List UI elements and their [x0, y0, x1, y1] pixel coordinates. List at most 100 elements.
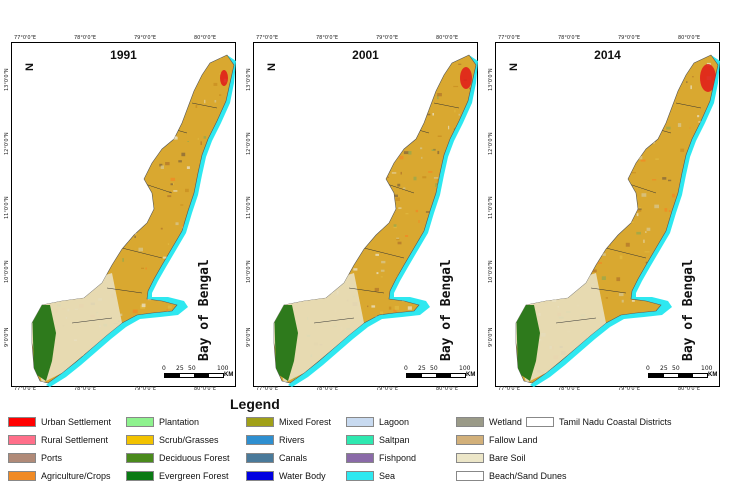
longitude-tick: 78°0'0"E [74, 386, 97, 392]
north-arrow-icon: N [508, 63, 520, 71]
legend-item: Evergreen Forest [126, 470, 229, 482]
bay-of-bengal-label: Bay of Bengal [197, 259, 212, 361]
legend-label: Fishpond [379, 453, 417, 463]
scale-label: 50 [430, 365, 438, 372]
bottom-longitude-ticks: 77°0'0"E 78°0'0"E 79°0'0"E 80°0'0"E [496, 386, 719, 394]
latitude-ticks: 13°0'0"N 12°0'0"N 11°0'0"N 10°0'0"N 9°0'0"N [4, 43, 12, 386]
legend-label: Urban Settlement [41, 417, 112, 427]
longitude-tick: 79°0'0"E [134, 386, 157, 392]
scale-label: 50 [188, 365, 196, 372]
legend-swatch [346, 471, 374, 481]
longitude-tick: 77°0'0"E [256, 35, 279, 41]
legend-title: Legend [230, 396, 280, 412]
longitude-tick: 80°0'0"E [194, 386, 217, 392]
legend-item: Rivers [246, 434, 305, 446]
legend-item: Rural Settlement [8, 434, 108, 446]
legend-swatch [8, 417, 36, 427]
longitude-tick: 78°0'0"E [558, 386, 581, 392]
legend-label: Ports [41, 453, 63, 463]
map-panel-1991: 1991 N 77°0'0"E 78°0'0"E 79°0'0"E 80°0'0"E 77°… [4, 35, 236, 392]
legend-swatch [456, 453, 484, 463]
latitude-tick: 12°0'0"N [4, 132, 10, 155]
longitude-tick: 80°0'0"E [436, 35, 459, 41]
latitude-tick: 13°0'0"N [246, 68, 252, 91]
legend-item: Deciduous Forest [126, 452, 230, 464]
legend-label: Rural Settlement [41, 435, 109, 445]
longitude-tick: 78°0'0"E [74, 35, 97, 41]
legend-swatch [346, 435, 374, 445]
scale-label: 25 [418, 365, 426, 372]
bay-of-bengal-label: Bay of Bengal [681, 259, 696, 361]
scale-label: 100 [459, 365, 471, 372]
legend-swatch [246, 453, 274, 463]
latitude-tick: 10°0'0"N [488, 260, 494, 283]
legend-label: Beach/Sand Dunes [489, 471, 567, 481]
latitude-ticks: 13°0'0"N 12°0'0"N 11°0'0"N 10°0'0"N 9°0'0"N [246, 43, 254, 386]
longitude-tick: 78°0'0"E [316, 386, 339, 392]
legend-label: Rivers [279, 435, 305, 445]
scale-bar: 0 25 50 100 KM [646, 365, 718, 385]
north-arrow-icon: N [24, 63, 36, 71]
legend-item: Plantation [126, 416, 199, 428]
scale-label: 0 [162, 365, 166, 372]
scale-label: 25 [176, 365, 184, 372]
scale-label: 0 [404, 365, 408, 372]
latitude-tick: 9°0'0"N [4, 327, 10, 347]
longitude-tick: 79°0'0"E [376, 386, 399, 392]
map-panel-2014: 2014 N 77°0'0"E 78°0'0"E 79°0'0"E 80°0'0"E 77°… [488, 35, 720, 392]
map-panel-2001: 2001 N 77°0'0"E 78°0'0"E 79°0'0"E 80°0'0"E 77°… [246, 35, 478, 392]
latitude-tick: 10°0'0"N [246, 260, 252, 283]
scale-bar: 0 25 50 100 KM [162, 365, 234, 385]
legend-item: Sea [346, 470, 395, 482]
legend-item: Fishpond [346, 452, 416, 464]
legend-item: Urban Settlement [8, 416, 111, 428]
latitude-tick: 10°0'0"N [4, 260, 10, 283]
legend-item: Tamil Nadu Coastal Districts [526, 416, 672, 428]
latitude-ticks: 13°0'0"N 12°0'0"N 11°0'0"N 10°0'0"N 9°0'0"N [488, 43, 496, 386]
legend-swatch [8, 435, 36, 445]
longitude-tick: 80°0'0"E [678, 35, 701, 41]
scale-label: 100 [701, 365, 713, 372]
latitude-tick: 11°0'0"N [246, 196, 252, 219]
legend-item: Bare Soil [456, 452, 526, 464]
legend-swatch [8, 453, 36, 463]
legend-label: Lagoon [379, 417, 410, 427]
legend-label: Bare Soil [489, 453, 526, 463]
longitude-tick: 80°0'0"E [436, 386, 459, 392]
longitude-tick: 77°0'0"E [498, 386, 521, 392]
scale-unit: KM [708, 372, 718, 378]
scale-unit: KM [224, 372, 234, 378]
longitude-tick: 77°0'0"E [498, 35, 521, 41]
legend-item: Agriculture/Crops [8, 470, 111, 482]
longitude-tick: 80°0'0"E [678, 386, 701, 392]
legend-swatch [456, 417, 484, 427]
scale-label: 0 [646, 365, 650, 372]
longitude-tick: 80°0'0"E [194, 35, 217, 41]
legend-item: Scrub/Grasses [126, 434, 219, 446]
legend-swatch [246, 471, 274, 481]
year-label: 2014 [594, 48, 621, 62]
legend-item: Canals [246, 452, 307, 464]
latitude-tick: 9°0'0"N [246, 327, 252, 347]
longitude-tick: 77°0'0"E [14, 35, 37, 41]
latitude-tick: 13°0'0"N [4, 68, 10, 91]
legend-item: Wetland [456, 416, 522, 428]
legend-label: Mixed Forest [279, 417, 332, 427]
legend-swatch [126, 417, 154, 427]
latitude-tick: 11°0'0"N [4, 196, 10, 219]
scale-label: 100 [217, 365, 229, 372]
legend-swatch [346, 417, 374, 427]
bottom-longitude-ticks: 77°0'0"E 78°0'0"E 79°0'0"E 80°0'0"E [12, 386, 235, 394]
land-use-map [273, 54, 478, 387]
legend-item: Lagoon [346, 416, 409, 428]
latitude-tick: 9°0'0"N [488, 327, 494, 347]
longitude-tick: 79°0'0"E [618, 386, 641, 392]
legend-swatch [126, 471, 154, 481]
legend-swatch [526, 417, 554, 427]
bay-of-bengal-label: Bay of Bengal [439, 259, 454, 361]
legend-swatch [246, 435, 274, 445]
legend-item: Mixed Forest [246, 416, 331, 428]
legend-label: Deciduous Forest [159, 453, 230, 463]
legend-label: Canals [279, 453, 308, 463]
legend-swatch [246, 417, 274, 427]
